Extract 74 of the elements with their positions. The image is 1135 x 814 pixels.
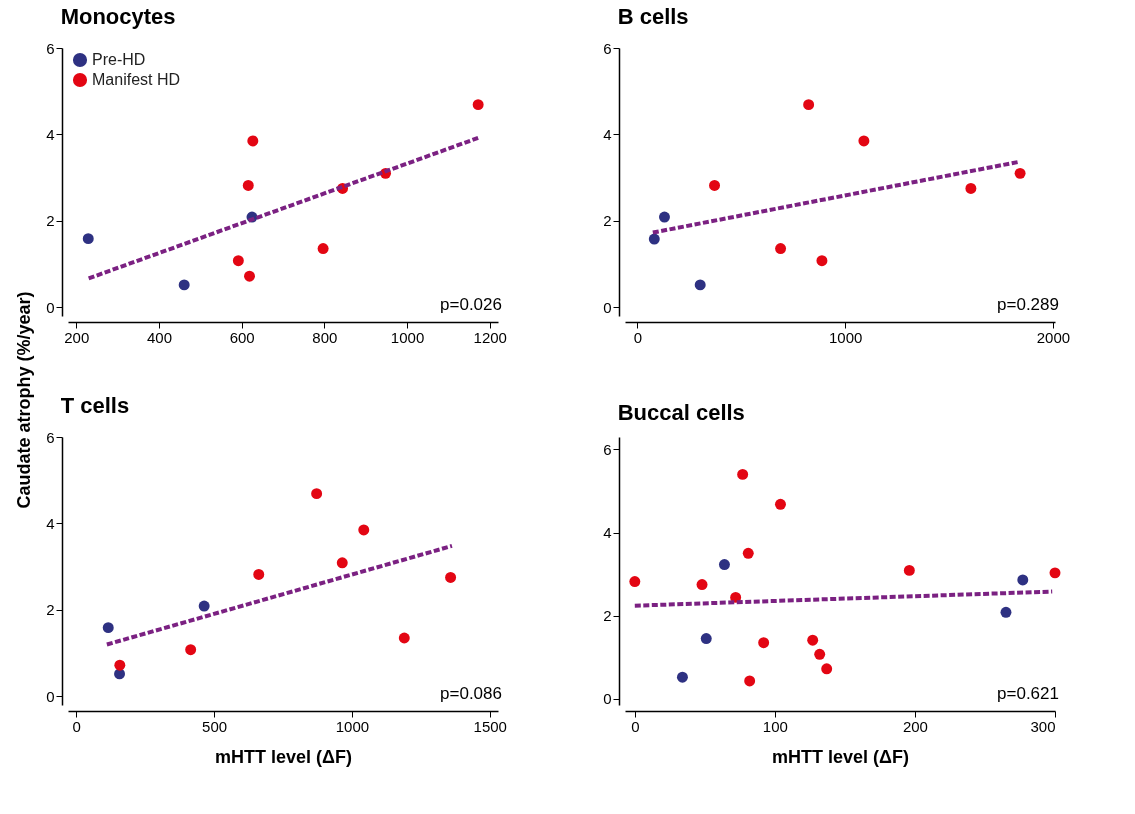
point (648, 233, 660, 245)
y-tick-label: 6 (46, 428, 55, 446)
point (311, 488, 323, 500)
x-axis-title: mHTT level (ΔF) (215, 746, 352, 767)
chart-title: Buccal cells (617, 400, 745, 425)
point (232, 255, 244, 267)
annotation: p=0.621 (997, 684, 1059, 703)
y-axis-title: Caudate atrophy (%/year) (13, 291, 35, 509)
point (803, 99, 815, 111)
y-tick-label: 4 (46, 125, 55, 143)
point (185, 644, 197, 656)
x-tick-label: 100 (762, 717, 788, 735)
x-tick-label: 2000 (1036, 328, 1071, 346)
x-tick-label: 400 (146, 328, 172, 346)
x-tick-label: 1500 (473, 717, 507, 735)
x-tick-label: 200 (902, 717, 928, 735)
y-tick-label: 0 (603, 690, 612, 708)
point (253, 568, 265, 580)
point (965, 183, 977, 194)
point (336, 557, 348, 569)
point (247, 135, 259, 147)
point (178, 279, 190, 291)
point (102, 622, 114, 634)
annotation: p=0.289 (997, 295, 1059, 314)
legend-label: Manifest HD (92, 71, 181, 88)
y-tick-label: 6 (603, 440, 612, 458)
x-tick-label: 0 (72, 717, 81, 735)
y-tick-label: 6 (603, 39, 612, 57)
x-axis-title: mHTT level (ΔF) (772, 746, 909, 767)
point (82, 233, 94, 245)
chart-title: Monocytes (60, 4, 176, 29)
x-tick-label: 1000 (829, 328, 863, 346)
chart-title: T cells (60, 393, 130, 418)
point (1014, 167, 1026, 179)
point (775, 243, 787, 255)
point (398, 632, 410, 644)
point (358, 524, 370, 536)
x-tick-label: 200 (64, 328, 90, 346)
annotation: p=0.086 (440, 684, 502, 703)
y-tick-label: 0 (603, 298, 612, 316)
y-tick-label: 4 (46, 514, 55, 532)
x-tick-label: 600 (229, 328, 255, 346)
point (114, 659, 126, 671)
point (709, 179, 721, 191)
x-tick-label: 0 (633, 328, 643, 346)
y-tick-label: 2 (46, 601, 55, 619)
point (858, 135, 870, 147)
x-tick-label: 1000 (335, 717, 370, 735)
point (242, 179, 254, 191)
x-tick-label: 1200 (473, 328, 507, 346)
y-tick-label: 2 (603, 212, 612, 230)
y-tick-label: 2 (603, 607, 612, 625)
y-tick-label: 4 (603, 125, 612, 143)
point (658, 211, 670, 223)
y-tick-label: 4 (603, 524, 612, 542)
point (816, 255, 828, 267)
x-tick-label: 1000 (390, 328, 425, 346)
point (694, 279, 706, 291)
x-tick-label: 800 (312, 328, 338, 346)
point (472, 99, 484, 111)
y-tick-label: 0 (46, 298, 55, 316)
chart-title: B cells (617, 4, 689, 29)
point (317, 243, 329, 255)
point (198, 600, 210, 612)
x-tick-label: 0 (631, 717, 640, 735)
legend-label: Pre-HD (92, 51, 146, 68)
x-tick-label: 300 (1030, 717, 1056, 735)
y-tick-label: 0 (46, 687, 55, 705)
y-tick-label: 6 (46, 39, 55, 57)
x-tick-label: 500 (202, 717, 228, 735)
point (445, 572, 457, 583)
point (244, 270, 255, 282)
y-tick-label: 2 (46, 212, 55, 230)
annotation: p=0.026 (440, 295, 502, 314)
